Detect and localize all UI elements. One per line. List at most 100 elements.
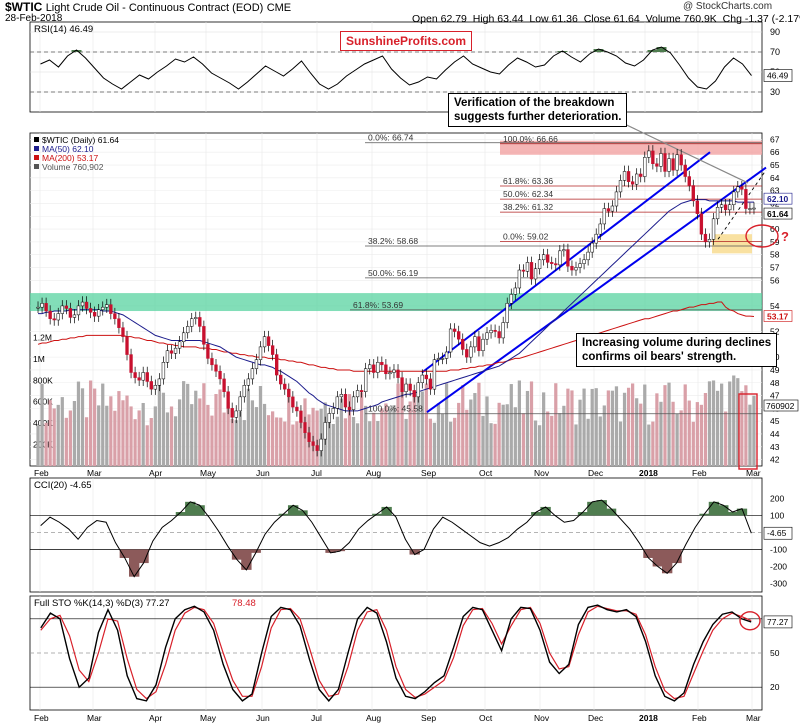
price-last-box <box>763 207 793 220</box>
x-tick-label-price: Mar <box>87 468 102 478</box>
candle-body <box>36 306 40 309</box>
volume-bar <box>291 424 295 466</box>
cci-oversold-fill <box>250 549 261 553</box>
x-tick-label: Jun <box>256 713 270 723</box>
volume-bar <box>88 380 93 466</box>
breakdown-annotation-line2: suggests further deterioration. <box>454 111 622 123</box>
volume-bar <box>137 410 141 466</box>
cci-overbought-fill <box>605 508 617 516</box>
rsi-overbought-fill <box>647 50 658 52</box>
candle-body <box>206 344 210 359</box>
volume-bar <box>550 415 554 466</box>
volume-bar <box>246 388 250 466</box>
volume-bar <box>254 407 259 466</box>
candle-body <box>165 350 170 363</box>
x-tick-label: Nov <box>534 713 550 723</box>
candle-body <box>675 154 679 171</box>
candle-body <box>622 171 627 181</box>
candle-body <box>190 318 194 327</box>
price-tick-label: 52 <box>770 327 780 337</box>
price-last-label: 53.17 <box>767 312 789 322</box>
candle-body <box>283 383 287 390</box>
candle-body <box>440 358 445 360</box>
volume-bar <box>121 400 125 466</box>
candle-body <box>529 262 534 280</box>
volume-bar <box>412 392 416 466</box>
volume-bar <box>428 418 432 466</box>
candle-body <box>80 301 85 307</box>
quote-open: Open 62.79 <box>412 13 467 25</box>
candle-body <box>489 329 493 334</box>
volume-bar <box>125 395 129 466</box>
volume-annotation: Increasing volume during declines confir… <box>576 333 778 367</box>
cci-tick-label: -200 <box>770 561 787 571</box>
candle-body <box>562 249 566 252</box>
instrument-name: Light Crude Oil - Continuous Contract (E… <box>45 2 264 14</box>
volume-bar <box>173 416 178 466</box>
candle-body <box>335 396 340 409</box>
candle-body <box>210 358 214 366</box>
candle-body <box>376 362 380 373</box>
volume-bar <box>190 404 194 466</box>
candle-body <box>48 310 52 319</box>
volume-bar <box>647 424 651 466</box>
volume-bar <box>461 385 465 466</box>
candle-body <box>683 164 687 177</box>
candle-body <box>618 180 623 193</box>
candle-body <box>68 308 73 318</box>
cci-last-box <box>763 526 793 540</box>
candle-body <box>173 347 178 354</box>
x-tick-label-price: May <box>200 468 217 478</box>
candle-body <box>537 259 542 270</box>
volume-bar <box>606 390 610 466</box>
candle-body <box>501 322 505 339</box>
price-tick-label: 45 <box>770 416 780 426</box>
volume-bar <box>752 395 756 466</box>
cci-tick-label: 200 <box>770 493 784 503</box>
candle-body <box>558 250 562 266</box>
volume-bar <box>105 405 109 466</box>
candle-body <box>258 346 263 360</box>
candle-body <box>359 390 364 392</box>
cci-oversold-fill <box>409 549 420 555</box>
volume-bar <box>493 423 497 466</box>
breakdown-pointer-line <box>611 117 749 184</box>
fibonacci-label: 100.0%: 45.58 <box>368 404 423 414</box>
volume-bar <box>711 380 716 466</box>
rsi-tick-label: 70 <box>770 47 780 57</box>
volume-bar <box>529 381 534 466</box>
volume-bar <box>655 393 659 466</box>
rsi-legend: RSI(14) 46.49 <box>34 24 93 35</box>
candle-body <box>287 388 291 398</box>
volume-bar <box>408 401 412 466</box>
candle-body <box>465 349 469 358</box>
volume-bar <box>295 421 299 466</box>
candle-body <box>117 318 121 328</box>
ma200-line <box>37 301 755 372</box>
candle-body <box>424 374 429 380</box>
candle-body <box>578 263 582 268</box>
candle-body <box>109 304 113 314</box>
candle-body <box>97 309 101 317</box>
stoch-k-line <box>40 604 752 702</box>
candle-body <box>44 303 48 312</box>
volume-bar <box>724 411 728 466</box>
volume-last-box <box>763 399 799 412</box>
volume-bar <box>218 389 222 466</box>
candle-body <box>84 301 89 309</box>
volume-bar <box>351 416 356 466</box>
price-tick-label: 42 <box>770 455 780 465</box>
cci-tick-label: -100 <box>770 544 787 554</box>
volume-bar <box>732 375 736 466</box>
candle-body <box>186 326 190 334</box>
candle-body <box>436 358 441 360</box>
quote-volume: Volume 760.9K <box>645 13 717 25</box>
cci-oversold-fill <box>129 549 140 577</box>
volume-bar <box>165 412 170 466</box>
price-last-label: 62.10 <box>767 194 789 204</box>
candle-body <box>380 362 384 366</box>
volume-bar <box>659 401 663 466</box>
volume-bar <box>671 401 675 466</box>
cci-oversold-fill <box>334 549 346 552</box>
